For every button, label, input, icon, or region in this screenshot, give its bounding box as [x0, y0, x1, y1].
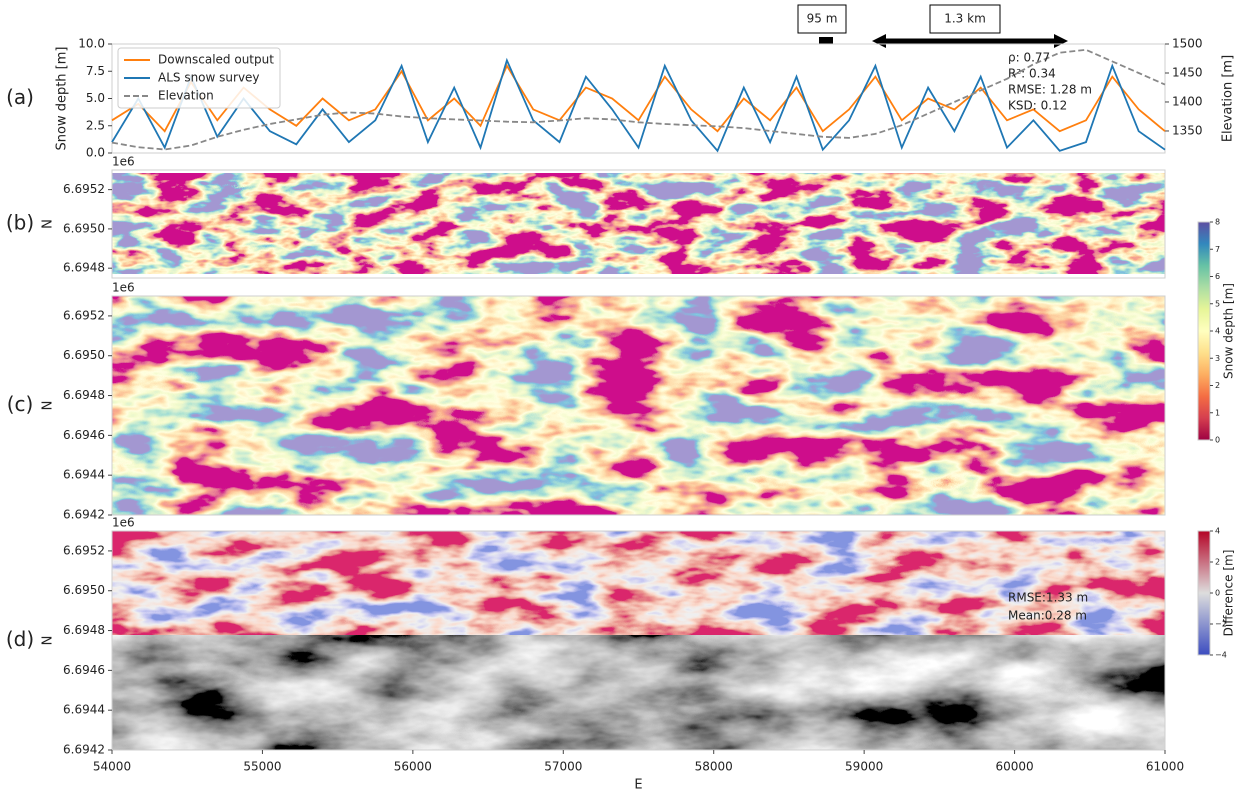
stat-annotation: R²: 0.34	[1008, 67, 1056, 81]
plot-frame	[111, 295, 1166, 516]
y-axis-label: Snow depth [m]	[55, 47, 70, 151]
series-line	[111, 57, 1166, 153]
scale-box	[797, 4, 847, 34]
colorbar-tick-label: 3	[1215, 354, 1220, 363]
y-tick-label: 6.6942	[63, 743, 105, 757]
y-tick-label: 7.5	[86, 64, 105, 78]
colorbar-tick-label: 8	[1215, 218, 1220, 227]
legend-box	[117, 47, 281, 109]
colorbar-label: Difference [m]	[1222, 550, 1236, 637]
stat-annotation: Mean:0.28 m	[1008, 609, 1087, 623]
y-tick-label: 2.5	[86, 118, 105, 132]
y-tick-label: 1350	[1172, 123, 1203, 137]
panel-label: (b)	[6, 211, 34, 235]
y-tick-label: 6.6948	[63, 261, 105, 275]
plot-frame	[111, 530, 1166, 751]
y-tick-label: 0.0	[86, 146, 105, 160]
colorbar-tick-label: 5	[1215, 299, 1220, 308]
panel-label: (c)	[7, 392, 34, 416]
x-tick-label: 58000	[695, 760, 733, 774]
colorbar-tick-label: 7	[1215, 245, 1220, 254]
scale-label: 1.3 km	[944, 12, 986, 26]
y-tick-label: 1450	[1172, 65, 1203, 79]
colorbar-tick-label: 6	[1215, 272, 1220, 281]
y-tick-label: 6.6952	[63, 543, 105, 557]
x-tick-label: 55000	[243, 760, 281, 774]
y-tick-label: 6.6950	[63, 583, 105, 597]
x-tick-label: 59000	[845, 760, 883, 774]
y-tick-label: 6.6950	[63, 221, 105, 235]
scale-bar	[819, 37, 833, 44]
raster-image	[112, 296, 1165, 515]
difference-image	[112, 531, 1165, 635]
plot-frame	[111, 169, 1166, 279]
colorbar	[1197, 221, 1211, 441]
scale-label: 95 m	[807, 12, 838, 26]
colorbar-tick-label: −2	[1215, 620, 1227, 629]
y-tick-label: 6.6952	[63, 182, 105, 196]
stat-annotation: RMSE:1.33 m	[1008, 591, 1088, 605]
y-tick-label: 6.6946	[63, 428, 105, 442]
colorbar-tick-label: 4	[1215, 527, 1220, 536]
stat-annotation: KSD: 0.12	[1008, 99, 1067, 113]
y-axis-label: N	[41, 401, 56, 411]
x-tick-label: 61000	[1146, 760, 1184, 774]
colorbar-tick-label: −4	[1215, 651, 1227, 660]
y-axis-label: N	[41, 636, 56, 646]
y-tick-label: 5.0	[86, 91, 105, 105]
offset-text: 1e6	[112, 281, 135, 295]
scale-box	[929, 4, 1001, 34]
y-tick-label: 6.6950	[63, 348, 105, 362]
colorbar-label: Snow depth [m]	[1222, 283, 1236, 379]
y-tick-label: 6.6946	[63, 663, 105, 677]
y-tick-label: 6.6952	[63, 308, 105, 322]
legend-label: ALS snow survey	[158, 71, 260, 85]
panel-label: (a)	[6, 85, 34, 109]
colorbar-tick-label: 4	[1215, 327, 1220, 336]
y-tick-label: 6.6944	[63, 703, 105, 717]
raster-image	[112, 173, 1165, 274]
legend-label: Elevation	[158, 89, 214, 103]
x-tick-label: 60000	[995, 760, 1033, 774]
colorbar-tick-label: 0	[1215, 589, 1220, 598]
colorbar-tick-label: 2	[1215, 381, 1220, 390]
offset-text: 1e6	[112, 516, 135, 530]
series-line	[111, 48, 1166, 151]
colorbar-tick-label: 2	[1215, 558, 1220, 567]
legend-label: Downscaled output	[158, 53, 274, 67]
colorbar-tick-label: 1	[1215, 408, 1220, 417]
colorbar	[1197, 530, 1211, 656]
x-axis-label: E	[634, 778, 642, 793]
x-tick-label: 56000	[394, 760, 432, 774]
y2-axis-label: Elevation [m]	[1221, 55, 1236, 142]
offset-text: 1e6	[112, 155, 135, 169]
y-tick-label: 1400	[1172, 94, 1203, 108]
y-tick-label: 6.6944	[63, 468, 105, 482]
y-tick-label: 10.0	[78, 37, 105, 51]
stat-annotation: RMSE: 1.28 m	[1008, 83, 1092, 97]
y-tick-label: 6.6948	[63, 623, 105, 637]
y-axis-label: N	[41, 219, 56, 229]
panel-label: (d)	[6, 627, 34, 651]
y-tick-label: 1500	[1172, 37, 1203, 51]
colorbar-tick-label: 0	[1215, 436, 1220, 445]
y-tick-label: 6.6942	[63, 508, 105, 522]
x-tick-label: 57000	[544, 760, 582, 774]
stat-annotation: ρ: 0.77	[1008, 51, 1050, 65]
y-tick-label: 6.6948	[63, 388, 105, 402]
x-tick-label: 54000	[93, 760, 131, 774]
